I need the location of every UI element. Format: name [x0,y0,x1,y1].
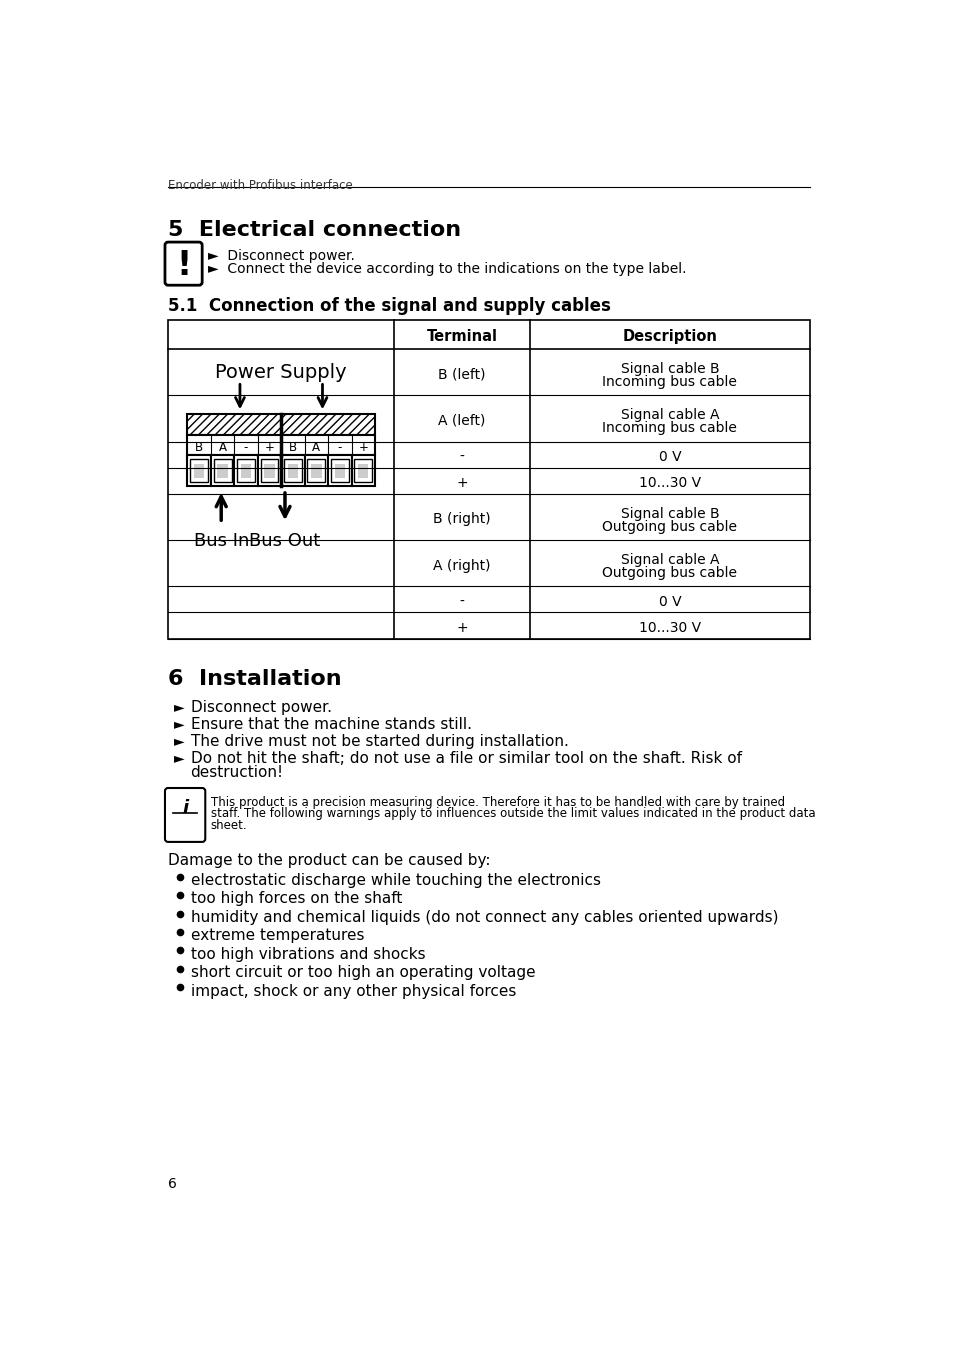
Text: ►  Connect the device according to the indications on the type label.: ► Connect the device according to the in… [208,262,686,277]
Text: 10...30 V: 10...30 V [639,477,700,490]
Text: Description: Description [621,329,717,344]
Text: 0 V: 0 V [658,595,680,609]
Bar [168,320,809,639]
Bar [190,459,208,482]
Text: A (left): A (left) [438,414,485,428]
Bar [335,464,345,478]
Text: A (right): A (right) [433,559,491,572]
Text: too high vibrations and shocks: too high vibrations and shocks [192,946,425,961]
Text: 10...30 V: 10...30 V [639,621,700,634]
Text: humidity and chemical liquids (do not connect any cables oriented upwards): humidity and chemical liquids (do not co… [192,910,778,925]
Text: !: ! [175,248,191,282]
Text: Ensure that the machine stands still.: Ensure that the machine stands still. [191,717,471,732]
Text: Signal cable B: Signal cable B [619,362,719,377]
Text: Do not hit the shaft; do not use a file or similar tool on the shaft. Risk of: Do not hit the shaft; do not use a file … [191,751,740,765]
Text: too high forces on the shaft: too high forces on the shaft [192,891,402,906]
Bar [307,459,325,482]
Text: +: + [264,440,274,454]
Bar [187,414,375,435]
Text: -: - [337,440,342,454]
Text: 5  Electrical connection: 5 Electrical connection [168,220,460,240]
Bar [211,455,234,486]
Bar [217,464,228,478]
Text: short circuit or too high an operating voltage: short circuit or too high an operating v… [192,965,536,980]
Bar [331,459,349,482]
Text: Power Supply: Power Supply [215,363,347,382]
Bar [357,464,368,478]
FancyBboxPatch shape [165,242,202,285]
Text: The drive must not be started during installation.: The drive must not be started during ins… [191,734,568,749]
Text: 6: 6 [168,1177,176,1191]
Bar [284,459,301,482]
Bar [304,455,328,486]
Bar [234,455,257,486]
Text: destruction!: destruction! [191,765,283,780]
Text: Disconnect power.: Disconnect power. [191,701,332,716]
Text: ►: ► [173,701,184,714]
Text: +: + [358,440,368,454]
Bar [237,459,254,482]
Text: Bus Out: Bus Out [249,532,320,551]
Text: Terminal: Terminal [426,329,497,344]
Text: Encoder with Profibus interface: Encoder with Profibus interface [168,180,353,192]
Bar [187,455,211,486]
Text: Damage to the product can be caused by:: Damage to the product can be caused by: [168,853,490,868]
Bar [281,455,304,486]
Text: -: - [459,450,464,464]
Text: extreme temperatures: extreme temperatures [192,929,364,944]
Bar [352,455,375,486]
Text: Signal cable A: Signal cable A [620,409,719,423]
Text: Signal cable B: Signal cable B [619,508,719,521]
Text: staff. The following warnings apply to influences outside the limit values indic: staff. The following warnings apply to i… [211,807,815,821]
Text: B: B [195,440,203,454]
Text: Incoming bus cable: Incoming bus cable [601,421,737,436]
Bar [354,459,372,482]
Text: 0 V: 0 V [658,450,680,464]
Bar [193,464,204,478]
Bar [328,455,352,486]
Bar [264,464,274,478]
Text: +: + [456,477,468,490]
Text: impact, shock or any other physical forces: impact, shock or any other physical forc… [192,984,517,999]
Text: electrostatic discharge while touching the electronics: electrostatic discharge while touching t… [192,872,600,888]
Text: ►: ► [173,751,184,765]
Bar [187,435,375,455]
Text: sheet.: sheet. [211,819,247,832]
Text: Bus In: Bus In [193,532,249,551]
Text: Signal cable A: Signal cable A [620,554,719,567]
Text: B (right): B (right) [433,513,491,526]
Bar [241,464,251,478]
Text: Incoming bus cable: Incoming bus cable [601,375,737,389]
Bar [311,464,321,478]
Text: +: + [456,621,468,634]
Text: This product is a precision measuring device. Therefore it has to be handled wit: This product is a precision measuring de… [211,795,784,809]
Text: ►: ► [173,734,184,748]
Text: -: - [459,595,464,609]
Text: B (left): B (left) [438,367,485,382]
Text: A: A [218,440,227,454]
Bar [257,455,281,486]
Text: i: i [182,799,188,817]
FancyBboxPatch shape [165,788,205,842]
Bar [213,459,232,482]
Text: 5.1  Connection of the signal and supply cables: 5.1 Connection of the signal and supply … [168,297,610,315]
Text: Outgoing bus cable: Outgoing bus cable [601,520,737,535]
Text: A: A [312,440,320,454]
Bar [260,459,278,482]
Text: ►: ► [173,717,184,732]
Text: Outgoing bus cable: Outgoing bus cable [601,566,737,580]
Text: ►  Disconnect power.: ► Disconnect power. [208,248,355,263]
Text: B: B [289,440,296,454]
Text: -: - [244,440,248,454]
Text: 6  Installation: 6 Installation [168,670,341,690]
Bar [288,464,297,478]
